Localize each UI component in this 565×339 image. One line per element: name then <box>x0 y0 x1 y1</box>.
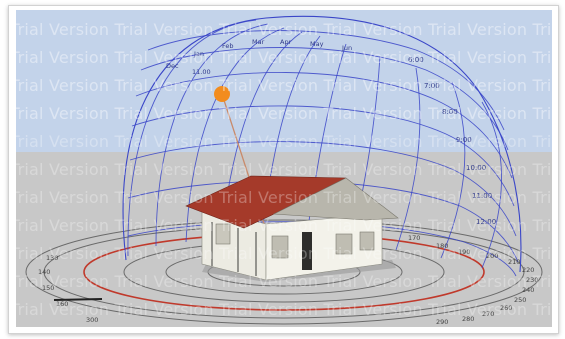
compass-label: 190 <box>458 248 470 256</box>
compass-label: 270 <box>482 310 494 318</box>
dome-outline <box>122 15 522 273</box>
sun-time-label: 11.00 <box>192 68 211 76</box>
compass-label: 160 <box>56 300 68 308</box>
compass-label: 240 <box>522 286 534 294</box>
hour-label: 7:00 <box>424 82 440 90</box>
sun-path-parallels <box>127 30 519 277</box>
sky-background <box>16 10 552 152</box>
compass-label: 150 <box>42 284 54 292</box>
compass-label: 180 <box>436 242 448 250</box>
compass-label: 280 <box>462 315 474 323</box>
compass-label: 170 <box>408 234 420 242</box>
compass-label: 300 <box>86 316 98 324</box>
compass-labels: 180 170 190 200 210 220 230 240 250 260 … <box>38 234 538 326</box>
compass-label: 130 <box>46 254 58 262</box>
sun-icon[interactable] <box>214 86 230 102</box>
compass-label: 220 <box>522 266 534 274</box>
month-label: Dec <box>166 62 179 70</box>
compass-label: 200 <box>486 252 498 260</box>
month-label: Jan <box>193 50 204 58</box>
scale-bar <box>53 298 103 301</box>
month-label: Apr <box>280 38 292 46</box>
month-label: May <box>310 40 324 48</box>
house-window <box>359 231 375 251</box>
hour-label: 11:00 <box>472 192 492 200</box>
house-door <box>302 232 312 270</box>
compass-label: 250 <box>514 296 526 304</box>
house-model[interactable] <box>185 175 399 282</box>
hour-label: 10:00 <box>466 164 486 172</box>
hour-label: 8:00 <box>442 108 458 116</box>
hour-labels: 6:00 7:00 8:00 9:00 10:00 11:00 12:00 <box>408 56 496 226</box>
month-label: Feb <box>222 42 234 50</box>
compass-label: 210 <box>508 258 520 266</box>
house-window <box>215 223 231 245</box>
compass-label: 140 <box>38 268 50 276</box>
hour-label: 9:00 <box>456 136 472 144</box>
month-label: Jun <box>341 44 352 52</box>
3d-viewport[interactable]: 6:00 7:00 8:00 9:00 10:00 11:00 12:00 De… <box>16 10 552 327</box>
compass-label: 260 <box>500 304 512 312</box>
hour-label: 6:00 <box>408 56 424 64</box>
house-window <box>271 235 289 259</box>
screenshot-frame: 6:00 7:00 8:00 9:00 10:00 11:00 12:00 De… <box>8 5 559 334</box>
month-label: Mar <box>252 38 265 46</box>
house-window <box>335 233 353 255</box>
sun-path-scene: 6:00 7:00 8:00 9:00 10:00 11:00 12:00 De… <box>16 10 552 327</box>
hour-label: 12:00 <box>476 218 496 226</box>
compass-label: 230 <box>526 276 538 284</box>
compass-label: 290 <box>436 318 448 326</box>
month-labels: Dec Jan Feb Mar Apr May Jun <box>166 38 352 70</box>
house-roof-right <box>272 177 399 221</box>
